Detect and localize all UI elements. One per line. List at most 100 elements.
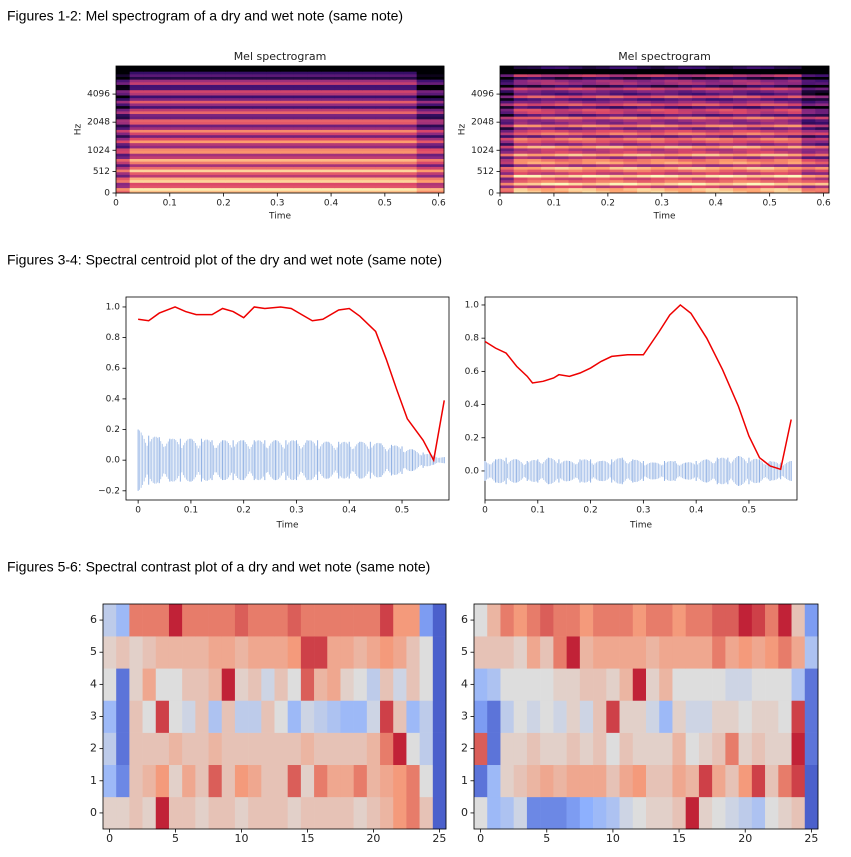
contrast-cell (712, 764, 726, 798)
spectrogram-cell (307, 145, 322, 149)
spectrogram-cell (362, 105, 377, 109)
spectrogram-cell (650, 95, 665, 99)
spectrogram-cell (582, 103, 597, 107)
contrast-cell (540, 764, 554, 798)
contrast-cell (366, 732, 381, 766)
spectrogram-cell (774, 177, 789, 181)
spectrogram-cell (760, 68, 775, 72)
spectrogram-cell (157, 185, 172, 189)
spectrogram-cell (774, 76, 789, 80)
spectrogram-cell (225, 132, 240, 136)
contrast-cell (487, 700, 501, 733)
spectrogram-cell (280, 108, 295, 112)
spectrogram-cell (280, 163, 295, 167)
spectrogram-cell (252, 95, 267, 99)
spectrogram-cell (691, 185, 707, 189)
spectrogram-cell (143, 158, 158, 162)
spectrogram-cell (815, 73, 830, 77)
spectrogram-cell (430, 66, 445, 70)
spectrogram-cell (746, 140, 761, 144)
spectrogram-cell (129, 116, 144, 120)
spectrogram-cell (293, 177, 308, 181)
contrast-cell (393, 700, 407, 733)
spectrogram-cell (609, 185, 624, 189)
contrast-cell (155, 732, 170, 766)
spectrogram-cell (500, 142, 515, 146)
contrast-cell (791, 796, 806, 830)
spectrogram-cell (678, 171, 693, 175)
spectrogram-cell (637, 129, 652, 133)
spectrogram-cell (416, 150, 431, 154)
x-tick-label: 0.3 (270, 199, 284, 209)
spectrogram-cell (293, 89, 308, 93)
spectrogram-cell (595, 150, 611, 154)
spectrogram-cell (129, 89, 144, 93)
spectrogram-cell (280, 182, 295, 186)
spectrogram-cell (801, 161, 816, 165)
spectrogram-cell (266, 95, 281, 99)
spectrogram-cell (293, 100, 308, 104)
spectrogram-cell (568, 76, 583, 80)
spectrogram-cell (252, 73, 267, 77)
spectrogram-cell (637, 121, 652, 125)
spectrogram-cell (678, 108, 693, 112)
spectrogram-cell (609, 134, 624, 138)
contrast-cell (234, 668, 249, 701)
spectrogram-cell (582, 174, 597, 178)
spectrogram-cell (143, 124, 158, 128)
spectrogram-cell (815, 87, 830, 91)
spectrogram-cell (746, 68, 761, 72)
spectrogram-cell (211, 182, 226, 186)
spectrogram-cell (801, 169, 816, 173)
contrast-cell (725, 732, 739, 766)
spectrogram-cell (403, 73, 418, 77)
spectrogram-cell (637, 124, 652, 128)
spectrogram-cell (609, 153, 624, 157)
spectrogram-cell (129, 185, 144, 189)
spectrogram-cell (733, 108, 748, 112)
spectrogram-cell (623, 171, 638, 175)
spectrogram-cell (389, 182, 404, 186)
spectrogram-cell (211, 89, 226, 93)
spectrogram-cell (184, 182, 199, 186)
contrast-cell (725, 636, 739, 669)
spectrogram-cell (307, 142, 322, 146)
spectrogram-cell (252, 137, 267, 141)
spectrogram-cell (280, 161, 295, 165)
spectrogram-cell (198, 95, 213, 99)
contrast-cell (432, 668, 447, 701)
spectrogram-cell (430, 95, 445, 99)
spectrogram-cell (609, 177, 624, 181)
spectrogram-cell (403, 124, 418, 128)
x-tick-label: 20 (366, 832, 380, 845)
spectrogram-cell (252, 153, 267, 157)
spectrogram-cell (705, 76, 720, 80)
spectrogram-cell (280, 158, 295, 162)
spectrogram-cell (157, 169, 172, 173)
spectrogram-cell (801, 103, 816, 107)
spectrogram-cell (170, 79, 185, 83)
contrast-cell (287, 604, 302, 637)
spectrogram-cell (568, 185, 583, 189)
spectrogram-cell (815, 84, 830, 88)
spectrogram-cell (280, 137, 295, 141)
spectrogram-cell (266, 79, 281, 83)
contrast-cell (182, 604, 196, 637)
spectrogram-cell (334, 137, 349, 141)
spectrogram-cell (774, 171, 789, 175)
spectrogram-cell (334, 132, 349, 136)
spectrogram-cell (582, 161, 597, 165)
spectrogram-cell (334, 124, 349, 128)
spectrogram-cell (362, 187, 377, 191)
spectrogram-cell (595, 89, 611, 93)
spectrogram-cell (321, 73, 336, 77)
spectrogram-cell (348, 158, 363, 162)
spectrogram-cell (582, 87, 597, 91)
spectrogram-cell (801, 100, 816, 104)
contrast-cell (366, 700, 381, 733)
y-tick-label: 1 (90, 774, 97, 787)
spectrogram-cell (389, 190, 404, 194)
spectrogram-cell (637, 134, 652, 138)
contrast-cell (619, 732, 634, 766)
spectrogram-cell (225, 185, 240, 189)
